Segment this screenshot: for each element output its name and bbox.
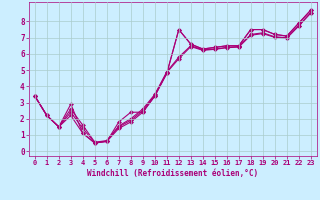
X-axis label: Windchill (Refroidissement éolien,°C): Windchill (Refroidissement éolien,°C) bbox=[87, 169, 258, 178]
